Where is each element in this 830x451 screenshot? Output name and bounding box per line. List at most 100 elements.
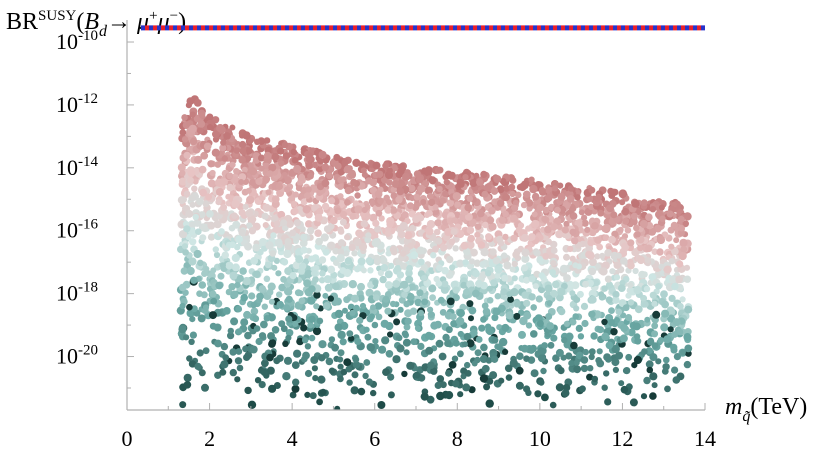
scatter-point [528, 176, 535, 183]
scatter-point [199, 188, 208, 197]
scatter-point [239, 267, 247, 275]
scatter-point [486, 285, 493, 292]
scatter-point [322, 292, 329, 299]
scatter-point [599, 267, 608, 276]
scatter-point [343, 165, 352, 174]
scatter-point [661, 300, 669, 309]
scatter-point [467, 234, 476, 243]
scatter-point [291, 361, 300, 369]
scatter-point [312, 327, 322, 336]
scatter-point [282, 152, 291, 160]
scatter-point [271, 264, 278, 271]
scatter-point [284, 267, 293, 276]
scatter-point [436, 375, 445, 383]
scatter-point [207, 160, 215, 168]
scatter-point [342, 307, 348, 314]
scatter-point [577, 333, 585, 340]
scatter-point [466, 300, 474, 308]
scatter-point [476, 178, 484, 186]
scatter-point [214, 161, 222, 168]
scatter-point [521, 264, 529, 272]
scatter-point [585, 250, 593, 259]
scatter-point [390, 207, 398, 214]
scatter-point [520, 344, 529, 353]
scatter-point [274, 238, 283, 247]
scatter-point [551, 185, 559, 192]
scatter-point [469, 179, 478, 187]
scatter-point [668, 294, 676, 302]
scatter-point [671, 331, 678, 338]
scatter-point [185, 234, 192, 241]
scatter-point [658, 263, 665, 270]
scatter-point [572, 313, 579, 320]
scatter-point [181, 114, 188, 121]
scatter-point [493, 175, 502, 184]
scatter-point [360, 167, 367, 174]
scatter-point [400, 250, 407, 257]
scatter-point [202, 347, 210, 355]
scatter-point [530, 304, 537, 311]
scatter-point [344, 257, 353, 265]
scatter-point [179, 170, 186, 177]
scatter-point [417, 342, 425, 350]
scatter-point [525, 389, 532, 396]
scatter-point [189, 201, 196, 208]
scatter-point [324, 283, 333, 292]
scatter-point [356, 316, 364, 325]
scatter-point [199, 234, 207, 242]
scatter-point [337, 239, 346, 247]
scatter-point [188, 194, 196, 202]
scatter-point [677, 302, 684, 310]
scatter-point [613, 261, 621, 269]
scatter-point [379, 275, 387, 284]
scatter-point [366, 343, 375, 352]
scatter-point [292, 378, 300, 386]
scatter-point [337, 228, 345, 235]
scatter-point [229, 348, 237, 356]
scatter-point [283, 249, 292, 259]
scatter-point [304, 343, 312, 350]
scatter-point [528, 275, 536, 283]
scatter-point [533, 249, 541, 257]
scatter-point [190, 276, 198, 284]
scatter-point [490, 187, 499, 195]
scatter-point [396, 187, 405, 196]
scatter-point [365, 232, 372, 239]
scatter-point [371, 321, 379, 329]
scatter-point [236, 274, 244, 282]
scatter-point [384, 307, 392, 315]
scatter-point [446, 255, 454, 264]
scatter-point [627, 299, 635, 306]
scatter-point [225, 261, 234, 270]
scatter-point [298, 297, 306, 305]
scatter-point [498, 377, 505, 384]
scatter-point [489, 248, 497, 256]
scatter-point [510, 204, 519, 213]
scatter-point [219, 262, 226, 269]
scatter-point [328, 336, 336, 343]
scatter-point [371, 238, 380, 248]
scatter-point [597, 209, 605, 217]
scatter-point [231, 212, 238, 219]
scatter-point [270, 232, 277, 239]
scatter-point [385, 199, 392, 206]
scatter-point [485, 357, 493, 364]
y-tick-label: 10-16 [56, 217, 98, 243]
scatter-point [622, 217, 630, 225]
scatter-point [555, 348, 564, 357]
scatter-point [344, 199, 351, 206]
scatter-point [620, 385, 629, 394]
scatter-point [445, 326, 453, 334]
scatter-point [463, 332, 472, 341]
scatter-point [439, 197, 446, 204]
scatter-point [382, 295, 390, 303]
scatter-point [644, 316, 651, 323]
scatter-point [304, 192, 311, 200]
scatter-point [265, 189, 272, 196]
scatter-point [591, 208, 598, 215]
scatter-point [364, 333, 372, 341]
scatter-point [413, 170, 421, 178]
scatter-point [275, 270, 282, 277]
scatter-point [434, 381, 442, 389]
